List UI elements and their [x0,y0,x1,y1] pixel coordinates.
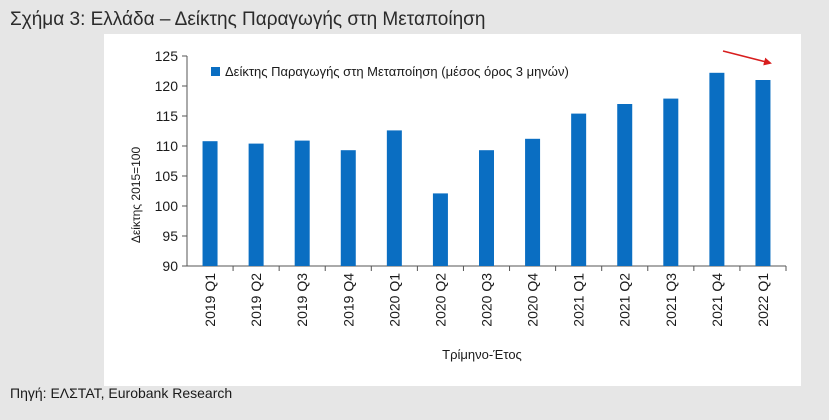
y-tick-label: 120 [155,78,179,94]
bar [479,150,494,266]
bar [571,113,587,266]
chart-panel: 90 95 100 105 110 115 120 125 2019 Q1 2019 Q2 201… [104,34,801,386]
figure-title: Σχήμα 3: Ελλάδα – Δείκτης Παραγωγής στη … [10,9,486,30]
y-tick-label: 105 [155,168,179,184]
bar [755,80,771,266]
y-tick-label: 110 [156,138,179,154]
x-tick-label: 2019 Q3 [294,273,310,327]
bar [202,141,218,266]
y-axis-label: Δείκτης 2015=100 [129,147,143,244]
legend-label: Δείκτης Παραγωγής στη Μεταποίηση (μέσος … [225,64,569,79]
trend-arrow [722,50,772,66]
bar [709,72,725,266]
bar [617,104,633,266]
y-tick-label: 90 [162,258,178,274]
x-tick-label: 2020 Q4 [525,273,541,327]
x-tick-label: 2020 Q3 [479,273,495,327]
bar [386,130,402,266]
x-tick-label: 2019 Q2 [248,273,264,327]
legend-swatch [211,67,220,76]
bar [294,140,310,266]
x-tick-label: 2019 Q4 [340,273,356,327]
y-tick-label: 100 [155,198,179,214]
bar [340,150,356,266]
y-tick-label: 125 [155,48,179,64]
x-tick-label: 2021 Q3 [663,273,679,327]
source-note: Πηγή: ΕΛΣΤΑΤ, Eurobank Research [10,385,233,401]
x-tick-label: 2021 Q4 [709,273,725,327]
x-tick-label: 2019 Q1 [202,273,218,327]
x-tick-label: 2020 Q2 [432,273,448,327]
y-tick-label: 95 [162,228,178,244]
x-axis-label: Τρίμηνο-Έτος [442,347,522,362]
bar [525,138,541,266]
bar [248,143,264,266]
x-tick-label: 2021 Q2 [617,273,633,327]
bar [432,193,448,266]
x-tick-label: 2022 Q1 [755,273,771,327]
y-tick-label: 115 [156,108,179,124]
bar-chart: 90 95 100 105 110 115 120 125 2019 Q1 2019 Q2 201… [129,48,787,362]
x-tick-label: 2020 Q1 [386,273,402,327]
bar [663,98,679,266]
x-tick-label: 2021 Q1 [571,273,587,327]
